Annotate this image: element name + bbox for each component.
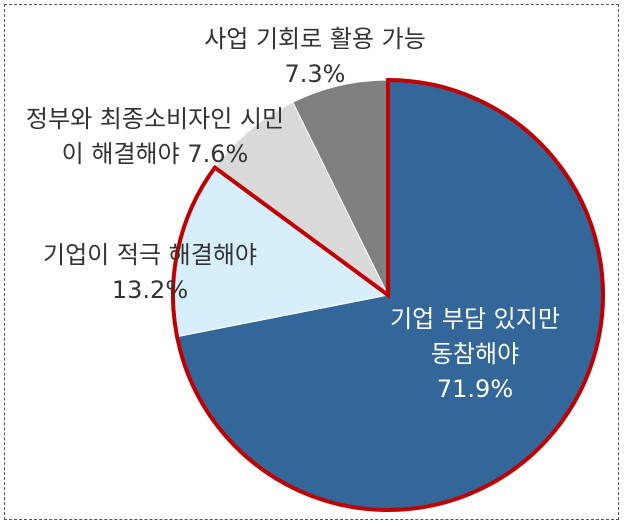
category-label: 사업 기회로 활용 가능 — [204, 25, 426, 53]
slice-label: 기업 부담 있지만 동참해야 71.9% — [380, 302, 570, 407]
highlight-outline — [171, 77, 605, 512]
category-label: 기업이 적극 해결해야 — [43, 241, 257, 269]
category-label: 정부와 최종소비자인 시민이 해결해야 — [25, 105, 285, 168]
value-label: 13.2% — [111, 276, 189, 304]
value-label: 7.3% — [284, 60, 346, 88]
category-label: 기업 부담 있지만 동참해야 — [390, 305, 560, 368]
slice-label: 기업이 적극 해결해야 13.2% — [20, 238, 280, 308]
slice-label: 정부와 최종소비자인 시민이 해결해야 7.6% — [20, 102, 290, 172]
value-label: 7.6% — [187, 140, 249, 168]
value-label: 71.9% — [436, 375, 514, 403]
slice-label: 사업 기회로 활용 가능 7.3% — [170, 22, 460, 92]
frame — [4, 4, 619, 520]
